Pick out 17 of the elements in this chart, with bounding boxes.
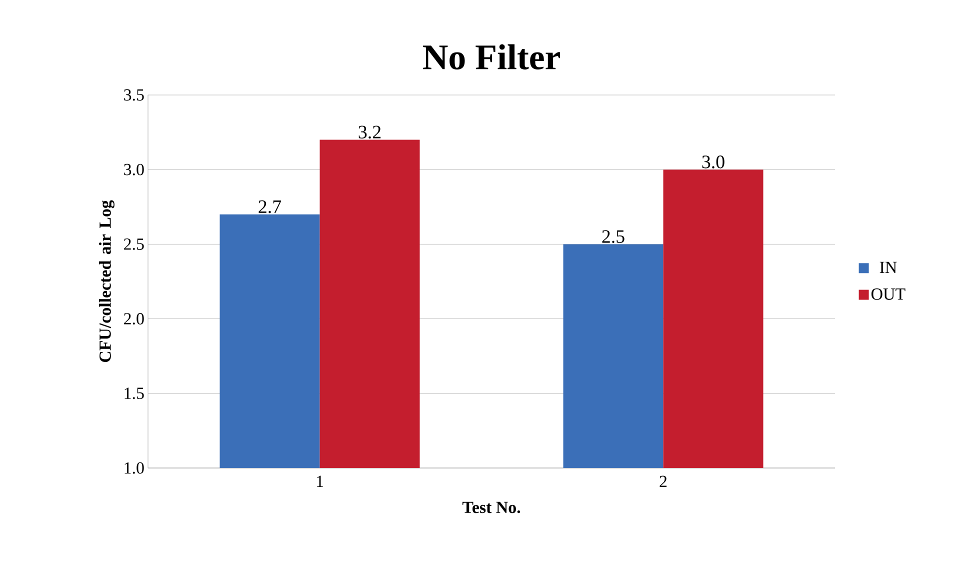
data-label: 2.5 [602,230,624,243]
y-tick-label: 1.5 [124,388,144,400]
x-axis-title: Test No. [462,502,520,514]
y-tick-label: 2.0 [124,313,144,325]
y-tick-label: 2.5 [124,238,144,250]
x-tick-label: 1 [317,476,323,487]
x-tick-label: 2 [660,476,667,487]
legend-label: OUT [871,288,906,300]
legend-label: IN [880,262,897,273]
data-label: 3.2 [358,126,381,139]
chart-title: No Filter [422,44,560,70]
y-tick-label: 3.0 [124,164,144,176]
y-axis-title: CFU/collected air Log [98,200,114,362]
y-tick-label: 1.0 [124,462,144,474]
data-label: 3.0 [702,156,724,168]
data-label: 2.7 [258,200,282,214]
y-tick-label: 3.5 [124,89,144,101]
